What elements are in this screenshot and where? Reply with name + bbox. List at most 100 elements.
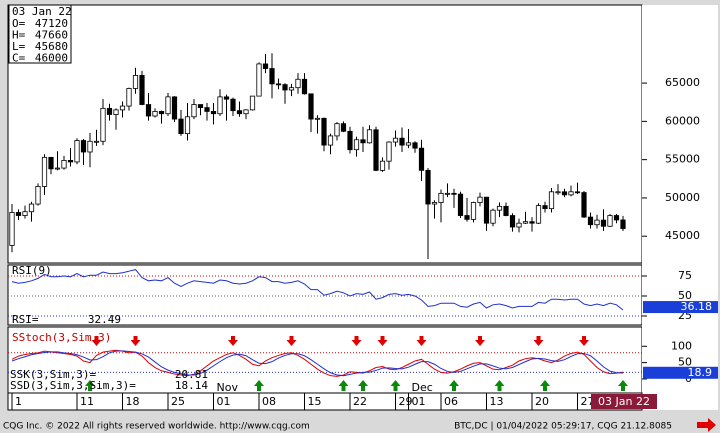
candle-body: [54, 167, 61, 170]
sell-arrow: [579, 336, 589, 346]
candle-body: [35, 186, 41, 205]
ssd-label: SSD(3,Sim,3,Sim,3)=: [10, 379, 136, 392]
candle-body: [425, 169, 431, 205]
x-tick-label: 20: [535, 395, 549, 408]
candle-body: [444, 192, 451, 195]
y-tick-label: 60000: [665, 114, 700, 127]
month-label: Nov: [217, 381, 239, 394]
stoch-panel: [7, 326, 643, 394]
y-tick-label: 50: [678, 289, 692, 302]
sell-arrow: [533, 336, 544, 346]
candle-body: [373, 129, 379, 171]
sell-arrow: [286, 336, 297, 346]
candle-body: [93, 140, 100, 143]
footer-right: BTC,DC | 01/04/2022 05:29:17, CQG 21.12.…: [454, 422, 672, 432]
candle-body: [438, 192, 444, 203]
candle-body: [620, 219, 626, 229]
ssd-value: 18.14: [175, 379, 208, 392]
candle-body: [269, 68, 275, 85]
x-tick-label: 06: [444, 395, 458, 408]
buy-arrow: [338, 380, 349, 391]
candle-body: [15, 212, 22, 216]
candle-body: [139, 75, 145, 105]
y-tick-label: 55000: [665, 153, 700, 166]
ohlc-date: 03 Jan 22: [12, 5, 72, 18]
candle-body: [516, 222, 522, 228]
sell-arrow: [228, 336, 238, 346]
last-value-marker: [643, 301, 718, 314]
x-tick-label: 18: [126, 395, 140, 408]
candle-body: [243, 109, 249, 115]
ssk-value: 20.81: [175, 368, 208, 381]
candle-body: [555, 191, 561, 194]
ohlc-label: O=: [12, 17, 26, 30]
candle-body: [353, 139, 360, 151]
candle-body: [522, 221, 529, 224]
marks: [8, 53, 642, 391]
ohlc-label: H=: [12, 29, 26, 42]
candle-body: [464, 215, 470, 220]
candle-body: [360, 139, 366, 144]
scroll-arrow[interactable]: [697, 418, 716, 432]
candle-body: [22, 211, 28, 216]
candle-body: [542, 205, 548, 210]
candle-body: [113, 109, 119, 115]
last-value-label: 18.9: [688, 366, 713, 379]
candle-body: [548, 191, 555, 210]
candle-body: [106, 107, 113, 115]
candle-body: [165, 96, 171, 115]
candle-body: [230, 98, 236, 112]
candle-body: [217, 96, 223, 115]
value-axis-area: [642, 5, 718, 410]
candle-body: [295, 78, 301, 89]
candle-body: [100, 107, 106, 142]
rsi-value-label: RSI=: [12, 313, 39, 326]
stoch-line: [11, 350, 624, 377]
y-tick-label: 50000: [665, 191, 700, 204]
ohlc-rows: O= 47120 H= 47660 L= 45680 C= 46000: [12, 17, 68, 65]
candle-body: [61, 160, 67, 169]
ohlc-value: 46000: [35, 52, 68, 65]
candle-body: [158, 111, 165, 115]
footer-left: CQG Inc. © 2022 All rights reserved worl…: [3, 422, 310, 432]
last-value-marker: [643, 366, 718, 379]
candle-body: [223, 96, 230, 100]
candle-body: [594, 219, 600, 226]
candle-body: [451, 192, 457, 195]
y-tick-label: 75: [678, 269, 692, 282]
buy-arrow: [254, 380, 264, 391]
candle-body: [535, 205, 542, 224]
candle-body: [87, 140, 93, 153]
candle-body: [496, 205, 503, 211]
buy-arrow: [449, 380, 459, 391]
y-tick-label: 45000: [665, 229, 700, 242]
stoch-title: SStoch(3,Sim,3): [12, 331, 111, 344]
candle-body: [48, 156, 54, 170]
candle-body: [607, 215, 613, 227]
candle-body: [412, 142, 418, 149]
x-tick-label: 1: [15, 395, 22, 408]
ohlc-box: [8, 4, 72, 64]
sell-arrow: [91, 336, 102, 346]
candle-body: [191, 104, 197, 118]
x-tick-label: 13: [490, 395, 504, 408]
buy-arrow: [85, 380, 95, 391]
ohlc-value: 47660: [35, 29, 68, 42]
stoch-line: [11, 349, 624, 377]
candle-body: [67, 160, 74, 163]
candle-body: [334, 123, 340, 137]
candle-body: [529, 221, 535, 224]
candle-body: [9, 212, 15, 246]
sell-arrow: [475, 336, 485, 346]
rsi-line: [11, 269, 624, 311]
candle-body: [457, 193, 464, 216]
candle-body: [236, 110, 243, 115]
candle-body: [145, 104, 152, 117]
candle-body: [568, 191, 574, 196]
candle-body: [386, 141, 392, 162]
candle-body: [171, 96, 178, 120]
ohlc-value: 47120: [35, 17, 68, 30]
x-tick-label: 29: [399, 395, 413, 408]
candle-body: [275, 83, 282, 86]
x-tick-label: 15: [308, 395, 322, 408]
